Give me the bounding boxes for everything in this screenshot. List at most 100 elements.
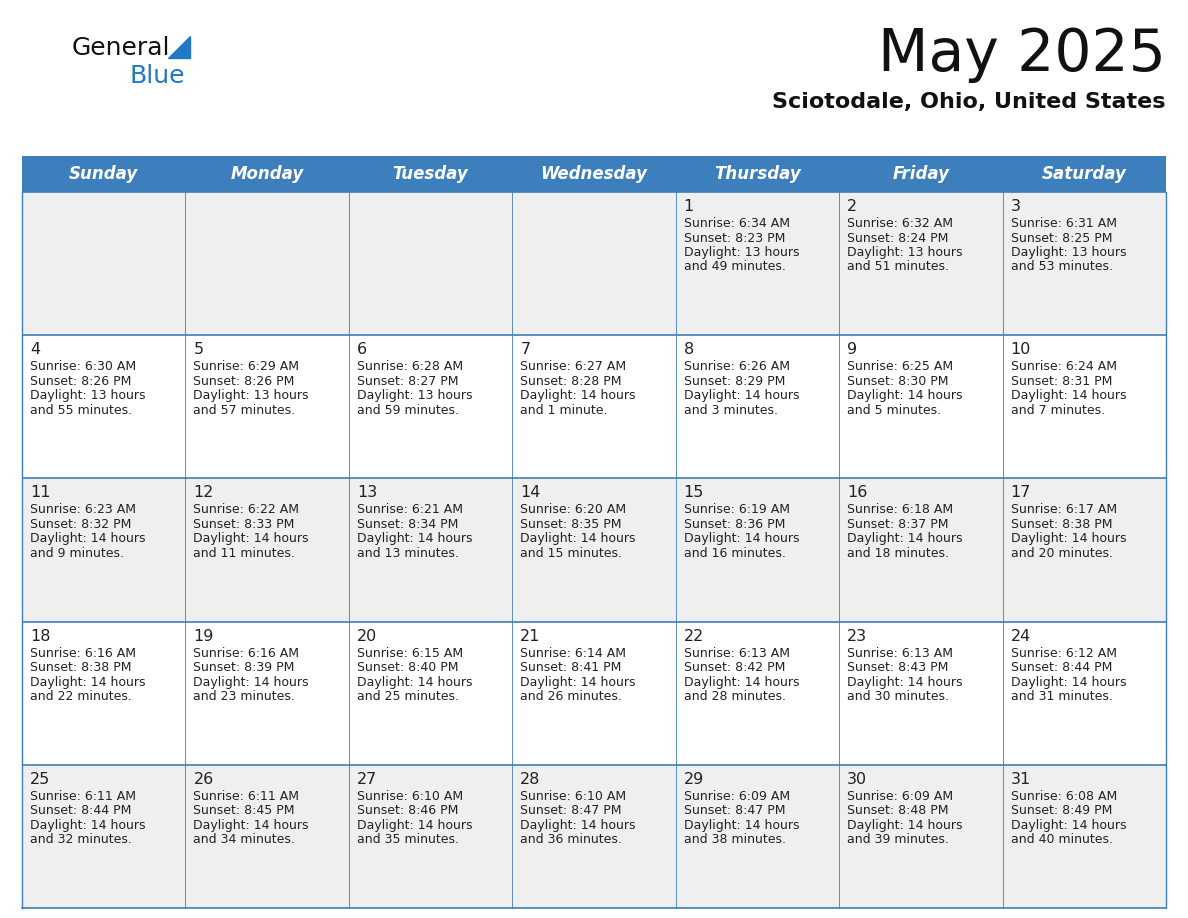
Text: 3: 3 [1011,199,1020,214]
Text: Daylight: 14 hours: Daylight: 14 hours [30,532,145,545]
Text: Sunrise: 6:23 AM: Sunrise: 6:23 AM [30,503,135,517]
Text: and 32 minutes.: and 32 minutes. [30,834,132,846]
Text: and 38 minutes.: and 38 minutes. [684,834,785,846]
Text: and 55 minutes.: and 55 minutes. [30,404,132,417]
Text: Sunrise: 6:26 AM: Sunrise: 6:26 AM [684,360,790,374]
Text: and 16 minutes.: and 16 minutes. [684,547,785,560]
Text: and 23 minutes.: and 23 minutes. [194,690,296,703]
Text: Sunset: 8:23 PM: Sunset: 8:23 PM [684,231,785,244]
Text: Daylight: 14 hours: Daylight: 14 hours [194,819,309,832]
Text: Sunrise: 6:32 AM: Sunrise: 6:32 AM [847,217,953,230]
Text: Sunset: 8:41 PM: Sunset: 8:41 PM [520,661,621,674]
Text: Daylight: 14 hours: Daylight: 14 hours [356,532,473,545]
Text: and 59 minutes.: and 59 minutes. [356,404,459,417]
Text: May 2025: May 2025 [878,26,1165,83]
Text: Sunset: 8:24 PM: Sunset: 8:24 PM [847,231,948,244]
Text: Daylight: 14 hours: Daylight: 14 hours [1011,676,1126,688]
Text: 15: 15 [684,486,704,500]
Text: and 13 minutes.: and 13 minutes. [356,547,459,560]
Text: Sunrise: 6:08 AM: Sunrise: 6:08 AM [1011,789,1117,803]
Text: Sunset: 8:29 PM: Sunset: 8:29 PM [684,375,785,387]
Text: 12: 12 [194,486,214,500]
Text: Sunset: 8:43 PM: Sunset: 8:43 PM [847,661,948,674]
Text: Sunset: 8:45 PM: Sunset: 8:45 PM [194,804,295,817]
Text: and 57 minutes.: and 57 minutes. [194,404,296,417]
Text: 30: 30 [847,772,867,787]
Text: Sunset: 8:31 PM: Sunset: 8:31 PM [1011,375,1112,387]
Text: 7: 7 [520,342,530,357]
Text: 27: 27 [356,772,377,787]
Text: Daylight: 14 hours: Daylight: 14 hours [1011,389,1126,402]
Text: Sunrise: 6:15 AM: Sunrise: 6:15 AM [356,646,463,660]
Text: Sunset: 8:26 PM: Sunset: 8:26 PM [194,375,295,387]
Text: Sunset: 8:46 PM: Sunset: 8:46 PM [356,804,459,817]
Text: Daylight: 13 hours: Daylight: 13 hours [30,389,145,402]
Text: Daylight: 14 hours: Daylight: 14 hours [520,819,636,832]
Text: 13: 13 [356,486,377,500]
Text: Saturday: Saturday [1042,165,1126,183]
Bar [23,335,1165,478]
Text: Daylight: 14 hours: Daylight: 14 hours [194,532,309,545]
Text: Sunset: 8:47 PM: Sunset: 8:47 PM [684,804,785,817]
Text: 2: 2 [847,199,858,214]
Text: and 25 minutes.: and 25 minutes. [356,690,459,703]
Text: and 1 minute.: and 1 minute. [520,404,608,417]
Text: Sunday: Sunday [69,165,138,183]
Text: Sunrise: 6:30 AM: Sunrise: 6:30 AM [30,360,137,374]
Text: Sunset: 8:38 PM: Sunset: 8:38 PM [30,661,132,674]
Text: Sunrise: 6:13 AM: Sunrise: 6:13 AM [684,646,790,660]
Text: Daylight: 14 hours: Daylight: 14 hours [30,676,145,688]
Text: Sunrise: 6:13 AM: Sunrise: 6:13 AM [847,646,953,660]
Text: Thursday: Thursday [714,165,801,183]
Text: Daylight: 14 hours: Daylight: 14 hours [847,389,962,402]
Text: Sunset: 8:44 PM: Sunset: 8:44 PM [1011,661,1112,674]
Text: Sunrise: 6:19 AM: Sunrise: 6:19 AM [684,503,790,517]
Text: 29: 29 [684,772,704,787]
Text: 6: 6 [356,342,367,357]
Text: Daylight: 14 hours: Daylight: 14 hours [356,676,473,688]
Text: and 7 minutes.: and 7 minutes. [1011,404,1105,417]
Text: Sunrise: 6:12 AM: Sunrise: 6:12 AM [1011,646,1117,660]
Text: Sunset: 8:33 PM: Sunset: 8:33 PM [194,518,295,531]
Text: Sunrise: 6:18 AM: Sunrise: 6:18 AM [847,503,953,517]
Text: Sunrise: 6:21 AM: Sunrise: 6:21 AM [356,503,463,517]
Text: 21: 21 [520,629,541,644]
Text: Sunrise: 6:11 AM: Sunrise: 6:11 AM [30,789,135,803]
Text: Sunset: 8:42 PM: Sunset: 8:42 PM [684,661,785,674]
Text: 16: 16 [847,486,867,500]
Bar [23,478,1165,621]
Text: Daylight: 14 hours: Daylight: 14 hours [684,532,800,545]
Text: Sunset: 8:28 PM: Sunset: 8:28 PM [520,375,621,387]
Text: General: General [72,36,171,60]
Polygon shape [168,36,190,58]
Text: and 53 minutes.: and 53 minutes. [1011,261,1113,274]
Text: Sunset: 8:25 PM: Sunset: 8:25 PM [1011,231,1112,244]
Text: and 20 minutes.: and 20 minutes. [1011,547,1113,560]
Bar [23,621,1165,765]
Text: Sunrise: 6:11 AM: Sunrise: 6:11 AM [194,789,299,803]
Text: Daylight: 13 hours: Daylight: 13 hours [847,246,962,259]
Text: Sunset: 8:30 PM: Sunset: 8:30 PM [847,375,949,387]
Text: Sunset: 8:27 PM: Sunset: 8:27 PM [356,375,459,387]
Text: Sunrise: 6:10 AM: Sunrise: 6:10 AM [520,789,626,803]
Text: Daylight: 14 hours: Daylight: 14 hours [520,676,636,688]
Text: and 5 minutes.: and 5 minutes. [847,404,941,417]
Text: 25: 25 [30,772,50,787]
Text: and 28 minutes.: and 28 minutes. [684,690,785,703]
Text: Sunrise: 6:22 AM: Sunrise: 6:22 AM [194,503,299,517]
Text: Daylight: 14 hours: Daylight: 14 hours [1011,819,1126,832]
Text: Daylight: 14 hours: Daylight: 14 hours [847,819,962,832]
Text: Sunset: 8:40 PM: Sunset: 8:40 PM [356,661,459,674]
Text: 22: 22 [684,629,704,644]
Text: 23: 23 [847,629,867,644]
Text: Sunrise: 6:27 AM: Sunrise: 6:27 AM [520,360,626,374]
Text: Sunrise: 6:24 AM: Sunrise: 6:24 AM [1011,360,1117,374]
Text: Sunset: 8:39 PM: Sunset: 8:39 PM [194,661,295,674]
Text: Daylight: 14 hours: Daylight: 14 hours [356,819,473,832]
Text: and 15 minutes.: and 15 minutes. [520,547,623,560]
Text: 11: 11 [30,486,51,500]
Text: and 35 minutes.: and 35 minutes. [356,834,459,846]
Text: Sunrise: 6:16 AM: Sunrise: 6:16 AM [194,646,299,660]
Text: and 18 minutes.: and 18 minutes. [847,547,949,560]
Text: Monday: Monday [230,165,304,183]
